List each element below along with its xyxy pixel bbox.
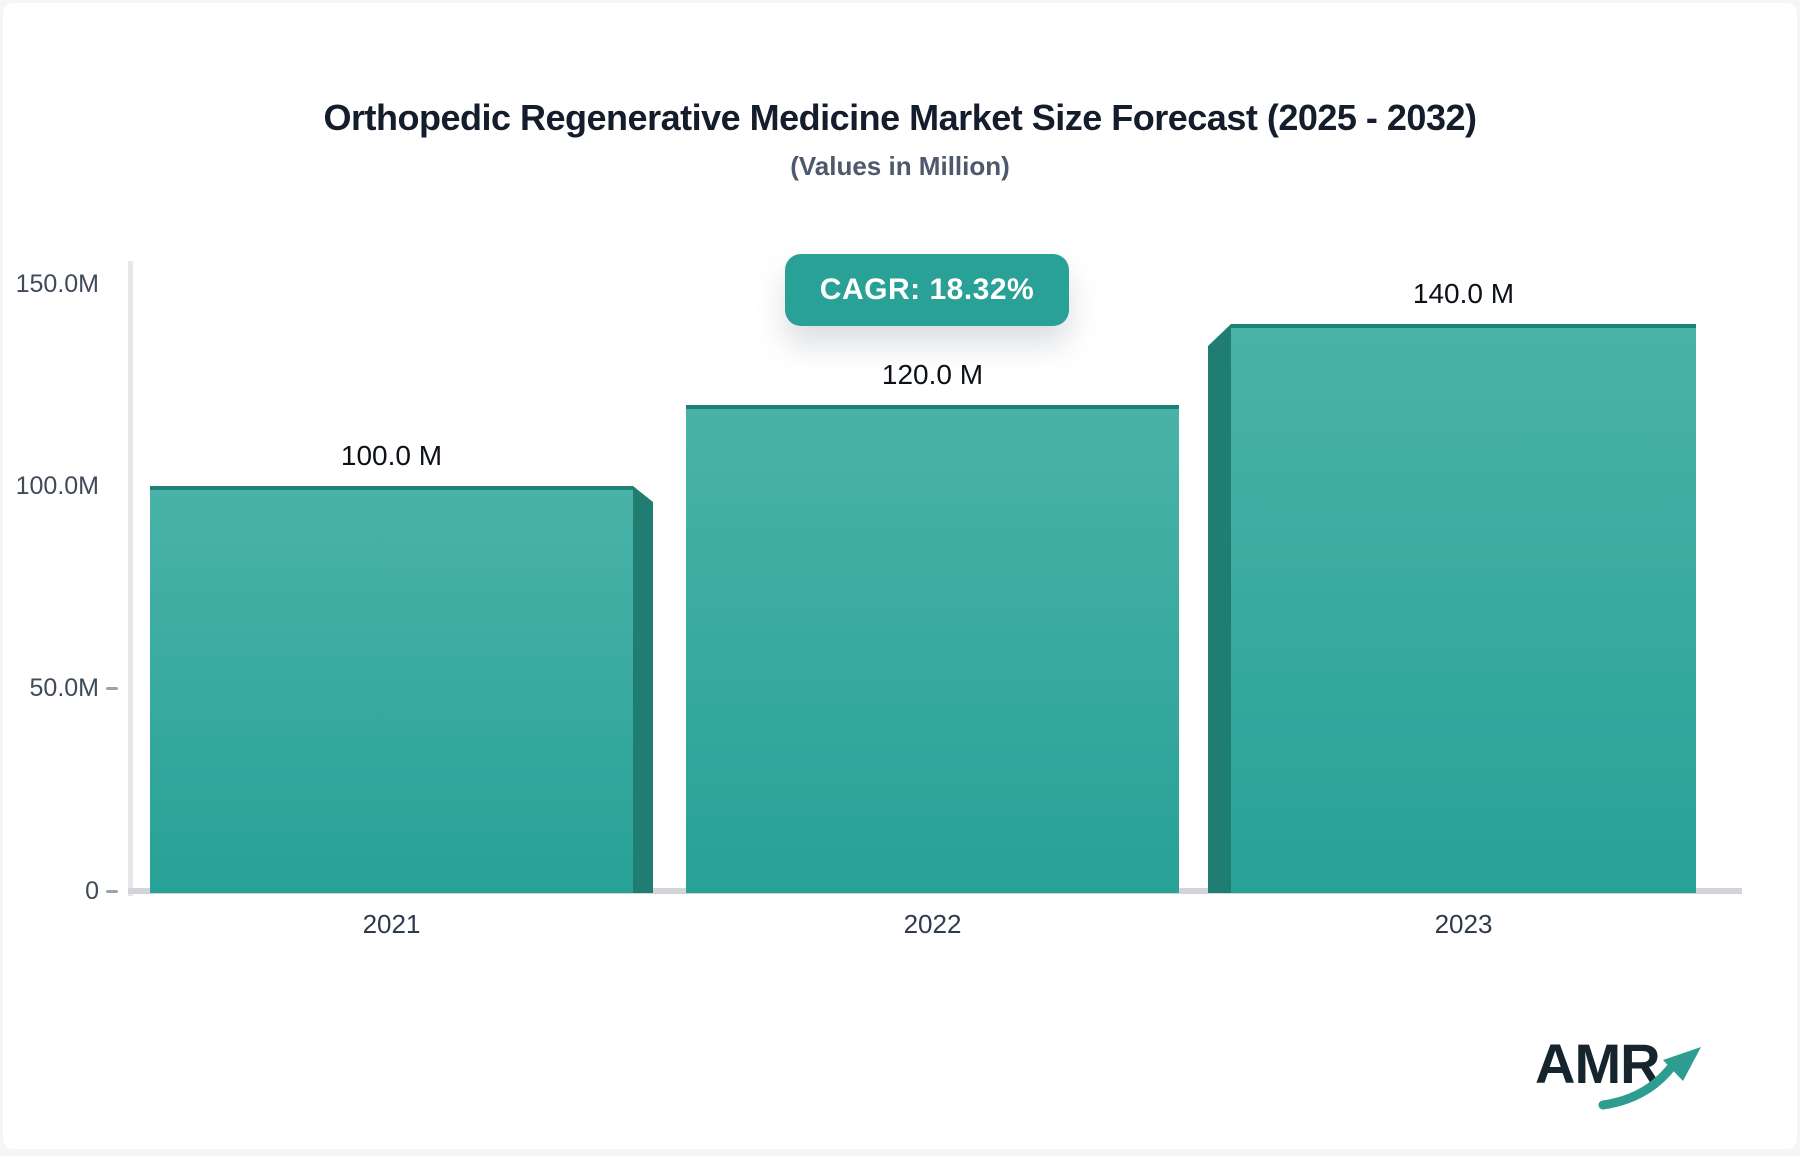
trend-up-arrow-icon — [1598, 1047, 1701, 1110]
plot-area: 150.0M 100.0M 50.0M 0 100.0 M 120.0 M 140.0 M… — [3, 3, 1797, 1149]
cagr-badge-label: CAGR: 18.32% — [819, 273, 1035, 306]
y-tick-row: 0 — [3, 875, 118, 907]
cagr-badge: CAGR: 18.32% — [785, 254, 1069, 326]
y-tick-label: 100.0M — [15, 471, 99, 500]
amr-logo-text: AMR — [1535, 1032, 1661, 1095]
y-tick-label: 50.0M — [29, 674, 99, 703]
bar-top-edge — [686, 405, 1179, 409]
bar-top-edge — [1231, 324, 1696, 328]
y-tick-dash — [106, 687, 118, 691]
amr-logo: AMR — [1531, 1031, 1731, 1131]
y-tick-row: 100.0M — [3, 470, 118, 502]
bar-top-edge — [150, 486, 633, 490]
bar-value-label: 120.0 M — [881, 359, 984, 390]
x-axis-label: 2022 — [903, 909, 962, 939]
bar-face — [150, 486, 633, 893]
bar-value-label: 140.0 M — [1412, 278, 1515, 309]
y-tick-label: 0 — [85, 876, 99, 905]
bar-face — [686, 405, 1179, 893]
y-tick-dash — [106, 889, 118, 893]
bar-side-face — [1208, 324, 1231, 893]
y-tick-row: 150.0M — [3, 268, 118, 300]
y-tick-row: 50.0M — [3, 673, 118, 705]
chart-subtitle: (Values in Million) — [790, 151, 1010, 181]
chart-title: Orthopedic Regenerative Medicine Market … — [323, 97, 1477, 138]
y-axis-line — [128, 261, 133, 896]
bar-value-label: 100.0 M — [340, 440, 443, 471]
bar-face — [1231, 324, 1696, 893]
x-axis-label: 2023 — [1434, 909, 1493, 939]
chart-card: Orthopedic Regenerative Medicine Market … — [3, 3, 1797, 1149]
x-axis-label: 2021 — [362, 909, 421, 939]
y-tick-label: 150.0M — [15, 269, 99, 298]
bar-side-face — [633, 486, 653, 893]
